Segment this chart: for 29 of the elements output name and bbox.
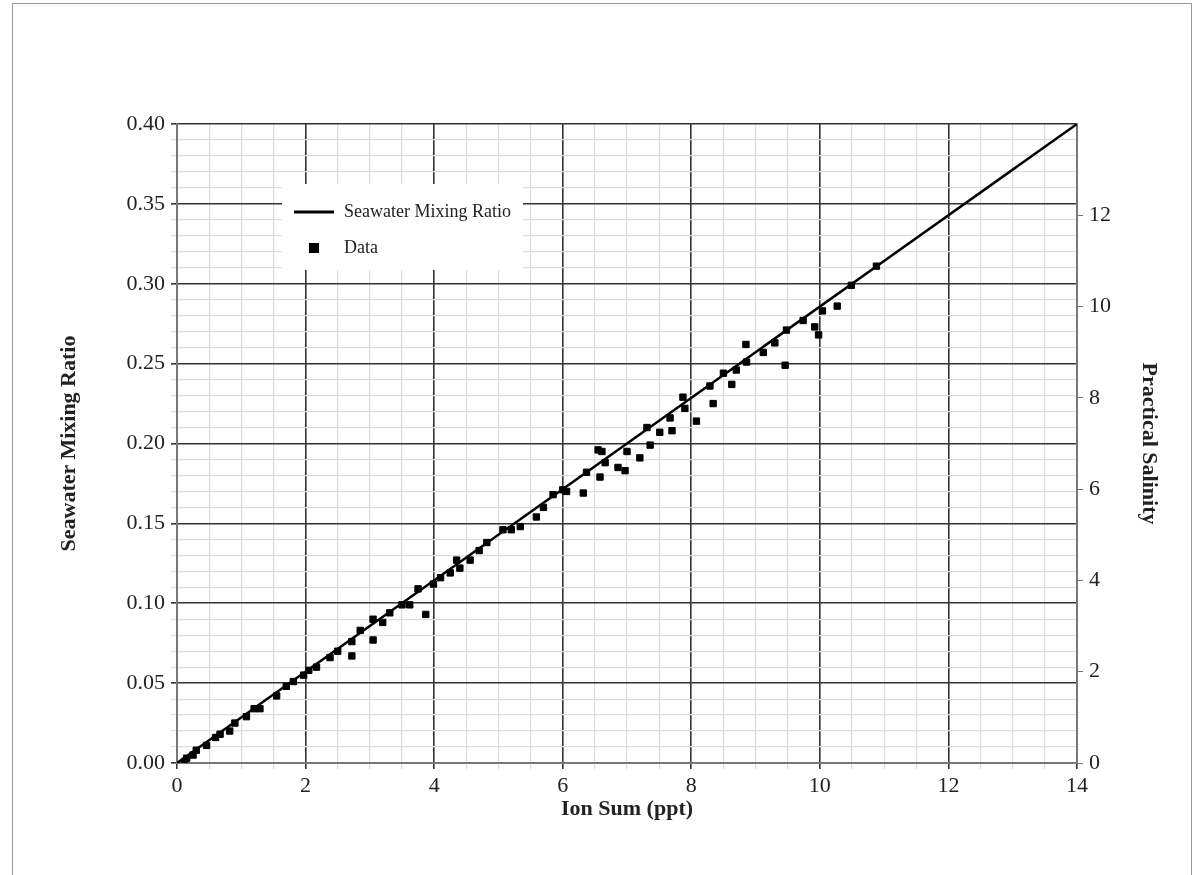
y2-tick-label: 10 bbox=[1089, 292, 1111, 318]
y-tick-label: 0.20 bbox=[126, 429, 165, 455]
y-tick-label: 0.05 bbox=[126, 668, 165, 694]
y2-tick-label: 2 bbox=[1089, 657, 1100, 683]
y-tick-label: 0.30 bbox=[126, 269, 165, 295]
y-tick-label: 0.25 bbox=[126, 349, 165, 375]
y2-tick-label: 12 bbox=[1089, 201, 1111, 227]
y-tick-label: 0.15 bbox=[126, 509, 165, 535]
x-tick-label: 8 bbox=[685, 771, 697, 797]
x-tick-label: 4 bbox=[428, 771, 440, 797]
x-tick-label: 12 bbox=[937, 771, 960, 797]
y2-tick-label: 6 bbox=[1089, 474, 1100, 500]
legend-label: Seawater Mixing Ratio bbox=[344, 200, 511, 221]
y2-tick-label: 8 bbox=[1089, 383, 1100, 409]
x-axis-title: Ion Sum (ppt) bbox=[560, 795, 694, 821]
x-tick-label: 0 bbox=[171, 771, 183, 797]
x-tick-label: 6 bbox=[557, 771, 569, 797]
y-tick-label: 0.35 bbox=[126, 189, 165, 215]
y-axis-title: Seawater Mixing Ratio bbox=[54, 335, 80, 552]
y2-tick-label: 0 bbox=[1089, 748, 1100, 774]
y-tick-label: 0.40 bbox=[126, 109, 165, 135]
y2-tick-label: 4 bbox=[1089, 566, 1100, 592]
y-tick-label: 0.00 bbox=[126, 748, 165, 774]
legend-label: Data bbox=[344, 236, 378, 257]
y-tick-label: 0.10 bbox=[126, 589, 165, 615]
x-tick-label: 14 bbox=[1066, 771, 1088, 797]
x-tick-label: 2 bbox=[300, 771, 312, 797]
y2-axis-title: Practical Salinity bbox=[1138, 362, 1164, 525]
x-tick-label: 10 bbox=[808, 771, 831, 797]
